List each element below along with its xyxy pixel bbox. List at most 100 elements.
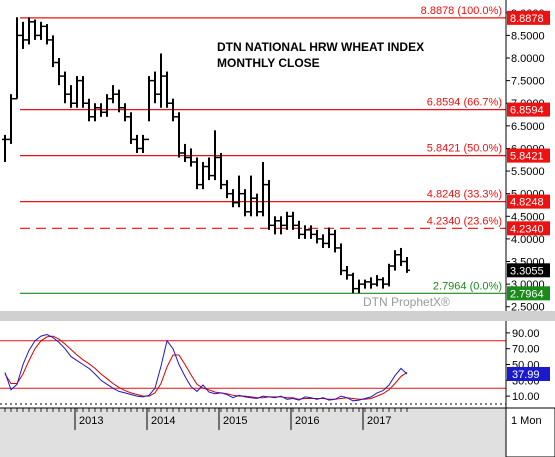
- watermark: DTN ProphetX®: [363, 295, 450, 309]
- ohlc-bar: [242, 189, 248, 217]
- price-tag-label: 6.8594: [510, 105, 544, 117]
- ohlc-bar: [248, 175, 254, 217]
- ohlc-bar: [266, 180, 272, 230]
- ohlc-bar: [164, 71, 170, 108]
- ohlc-bar: [200, 162, 206, 190]
- price-tag-label: 5.8421: [510, 151, 544, 163]
- price-pane: 8.8878 (100.0%) 6.8594 (66.7%) 5.8421 (50.…: [2, 5, 506, 309]
- ohlc-bar: [50, 35, 56, 68]
- price-tag: [507, 10, 550, 25]
- ohlc-bar: [104, 94, 110, 117]
- fib-level-label: 5.8421 (50.0%): [427, 143, 502, 155]
- ohlc-bar: [260, 162, 266, 217]
- ohlc-bar: [68, 85, 74, 108]
- last-price-tag: [507, 263, 550, 278]
- stochastics-pane: [0, 333, 506, 405]
- ohlc-bar: [326, 227, 332, 248]
- fib-level-label: 4.8248 (33.3%): [427, 189, 502, 201]
- ohlc-bar: [368, 277, 374, 289]
- price-tag: [507, 286, 550, 301]
- ohlc-bar: [308, 225, 314, 239]
- stochastics-value-label: 37.99: [512, 369, 540, 381]
- ohlc-bar: [278, 216, 284, 235]
- ohlc-bar: [182, 143, 188, 163]
- ohlc-bar: [236, 175, 242, 208]
- ohlc-bar: [134, 134, 140, 153]
- ohlc-bar: [206, 157, 212, 181]
- ohlc-bar: [224, 180, 230, 199]
- ohlc-bar: [158, 53, 164, 108]
- ohlc-bar: [14, 17, 20, 100]
- ohlc-bar: [284, 211, 290, 230]
- ohlc-bar: [380, 277, 386, 289]
- ohlc-bar: [26, 17, 32, 45]
- ohlc-bar: [116, 89, 122, 113]
- ohlc-bar: [218, 152, 224, 190]
- ohlc-bar: [272, 216, 278, 235]
- ohlc-bar: [398, 247, 404, 267]
- ohlc-bar: [194, 157, 200, 190]
- ohlc-bar: [56, 58, 62, 86]
- ohlc-bar: [332, 229, 338, 253]
- price-tick-label: 8.5000: [511, 30, 545, 42]
- fib-level-label: 2.7964 (0.0%): [433, 280, 502, 292]
- last-price-label: 3.3055: [510, 265, 544, 277]
- ohlc-bar: [392, 250, 398, 271]
- stochastics-k-line: [4, 333, 408, 402]
- price-tag-label: 4.2340: [510, 223, 544, 235]
- ohlc-bar: [128, 112, 134, 144]
- price-tag-label: 8.8878: [510, 13, 544, 25]
- ohlc-bar: [344, 266, 350, 280]
- ohlc-bar: [2, 134, 8, 163]
- price-tick-label: 5.5000: [511, 166, 545, 178]
- ohlc-bar: [86, 98, 92, 122]
- ohlc-bar: [152, 71, 158, 104]
- ohlc-bar: [140, 134, 146, 153]
- ohlc-bar: [296, 220, 302, 239]
- price-tick-label: 8.0000: [511, 53, 545, 65]
- ohlc-bar: [230, 189, 236, 208]
- ohlc-bar: [320, 234, 326, 248]
- price-tick-label: 4.5000: [511, 211, 545, 223]
- period-label[interactable]: 1 Mon: [511, 415, 542, 427]
- ohlc-bar: [38, 21, 44, 40]
- pane-separator[interactable]: [0, 311, 555, 321]
- ohlc-bar: [110, 85, 116, 104]
- price-tick-label: 7.5000: [511, 76, 545, 88]
- ohlc-bar: [386, 263, 392, 287]
- date-axis-label: 2014: [151, 415, 175, 427]
- ohlc-bar: [350, 272, 356, 294]
- ohlc-bar: [32, 19, 38, 40]
- price-tags: 8.8878 6.8594 5.8421 4.8248 4.2340 2.7964 3.30…: [507, 10, 550, 301]
- price-tag: [507, 102, 550, 117]
- ohlc-bar: [254, 193, 260, 217]
- stochastics-tick-label: 70.00: [512, 344, 540, 356]
- date-axis-label: 2013: [79, 415, 103, 427]
- date-axis-label: 2017: [367, 415, 391, 427]
- ohlc-bar: [338, 243, 344, 276]
- ohlc-bar: [314, 229, 320, 244]
- stochastics-tick-label: 90.00: [512, 328, 540, 340]
- price-tag-label: 2.7964: [510, 288, 544, 300]
- date-axis-label: 2016: [295, 415, 319, 427]
- ohlc-bar: [302, 225, 308, 239]
- ohlc-bar: [92, 103, 98, 122]
- stochastics-tick-label: 10.00: [512, 391, 540, 403]
- ohlc-bar: [80, 76, 86, 108]
- ohlc-bar: [362, 279, 368, 289]
- ohlc-bar: [20, 21, 26, 49]
- ohlc-bar: [98, 103, 104, 117]
- fib-level-label: 6.8594 (66.7%): [427, 97, 502, 109]
- price-bars: [2, 17, 410, 294]
- ohlc-bar: [212, 130, 218, 181]
- date-axis: 2013 2014 2015 2016 2017: [4, 408, 408, 430]
- ohlc-bar: [62, 71, 68, 104]
- price-tag: [507, 148, 550, 163]
- fib-level-label: 8.8878 (100.0%): [421, 5, 502, 17]
- ohlc-bar: [146, 76, 152, 141]
- price-tag: [507, 194, 550, 209]
- ohlc-bar: [74, 76, 80, 108]
- ohlc-bar: [290, 211, 296, 230]
